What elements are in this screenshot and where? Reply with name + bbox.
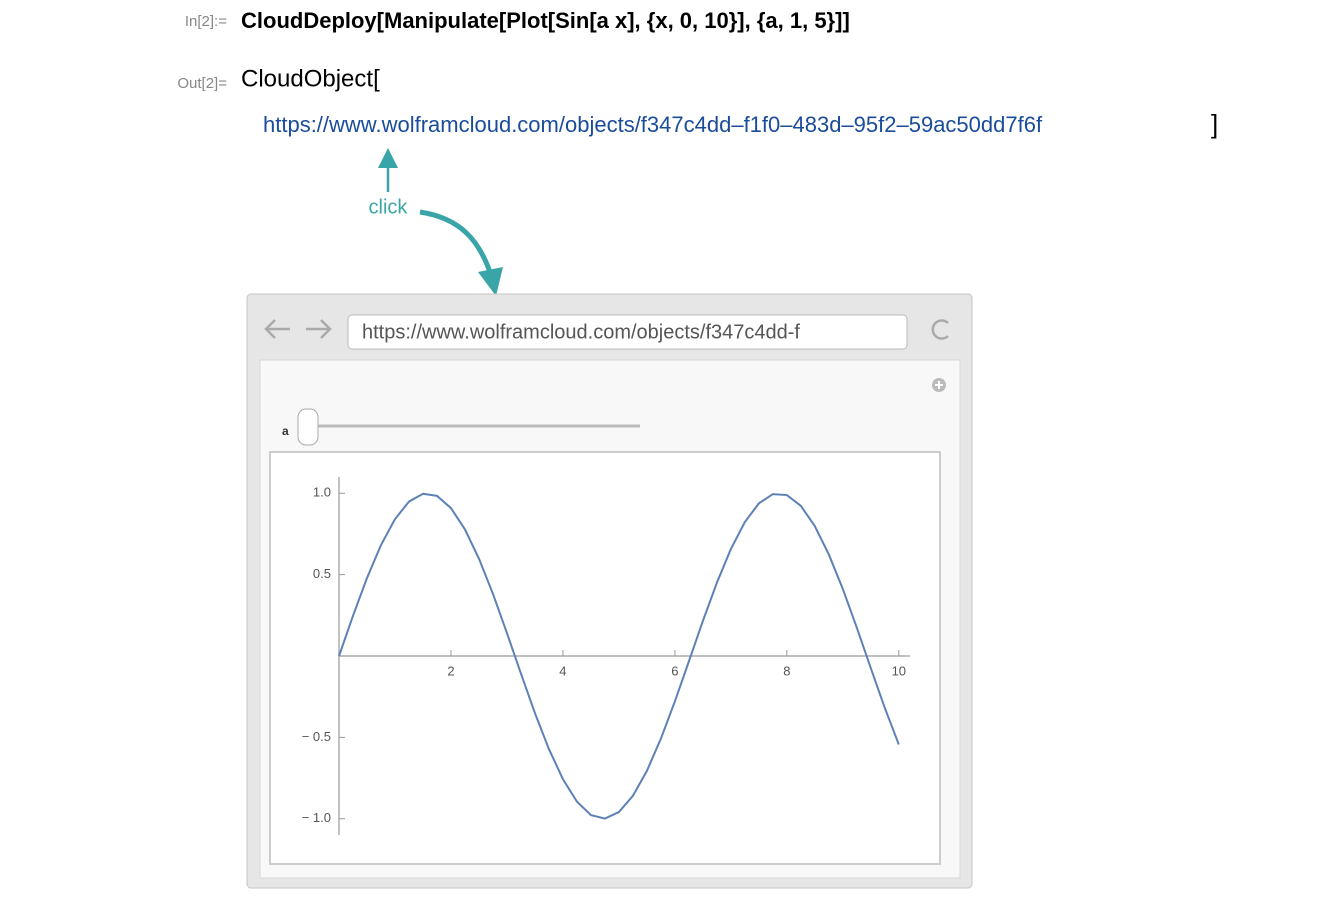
output-url[interactable]: https://www.wolframcloud.com/objects/f34… [263,112,1043,137]
x-tick-label: 2 [447,663,454,678]
output-head: CloudObject[ [241,65,380,92]
back-button[interactable] [264,319,290,339]
plot-frame [269,451,941,865]
arrow-curve [419,209,495,279]
x-tick-label: 10 [892,663,906,678]
reload-button[interactable] [931,319,949,340]
y-tick-label: 1.0 [313,485,331,500]
address-text: https://www.wolframcloud.com/objects/f34… [362,321,800,343]
input-label: In[2]:= [185,13,227,30]
y-tick-label: 0.5 [313,566,331,581]
slider-thumb[interactable] [297,408,319,446]
x-tick-label: 6 [671,663,678,678]
x-tick-label: 8 [783,663,790,678]
x-tick-label: 4 [559,663,566,678]
annotation: click [369,196,409,218]
y-tick-label: − 1.0 [302,810,331,825]
output-close: ] [1211,109,1218,139]
y-tick-label: − 0.5 [302,729,331,744]
curve [338,492,900,820]
address-bar[interactable] [347,314,908,350]
input-code: CloudDeploy[Manipulate[Plot[Sin[a x], {x… [241,8,850,33]
arrow-head [478,267,503,296]
forward-button[interactable] [306,319,332,339]
slider-label: a [282,424,289,438]
output-label: Out[2]= [177,75,227,92]
plot: 2 4 6 8 10 1.0 0.5 − 0.5 − 1.0 [302,477,910,835]
